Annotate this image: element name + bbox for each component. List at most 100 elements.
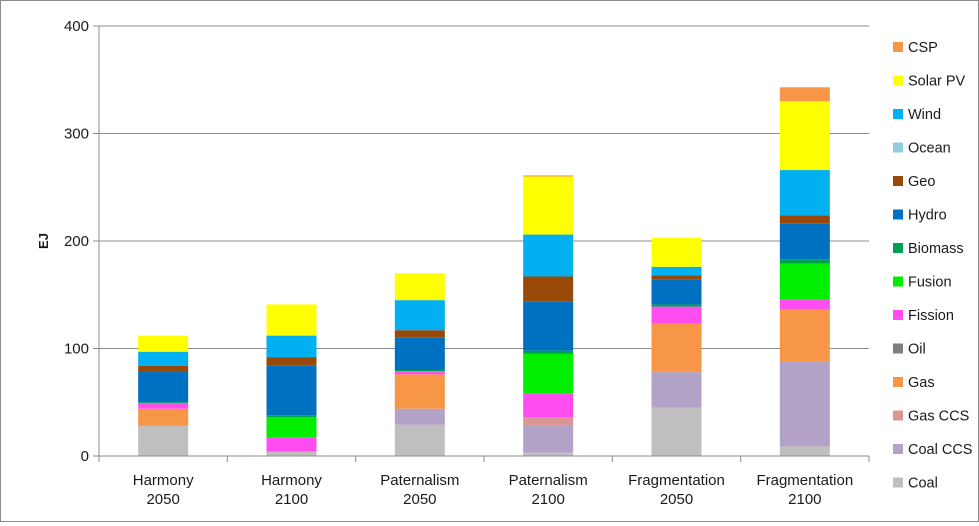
legend-label: Ocean [908,141,951,157]
bar-segment-coal [651,407,702,456]
y-tick-label: 0 [81,448,89,465]
y-tick-label: 300 [64,126,89,143]
bar-segment-coal [523,452,574,456]
bar-segment-biomass [523,350,574,354]
legend-swatch [893,109,903,119]
bar-segment-solar-pv [138,335,189,352]
legend-label: Solar PV [908,74,966,90]
bar-segment-coal [779,446,830,456]
bar-segment-gas [651,323,702,373]
bar-segment-hydro [779,223,830,260]
y-tick-label: 200 [64,233,89,250]
bar-segment-wind [523,234,574,277]
bar-segment-fission [394,371,445,375]
bars [138,87,830,456]
bar-segment-biomass [394,370,445,372]
legend-swatch [893,477,903,488]
bar-segment-coal [138,425,189,456]
x-category-label: Paternalism 2100 [509,472,588,508]
bar-segment-gas [138,408,189,426]
legend-swatch [893,276,903,287]
legend-item: Coal CCS [893,442,972,458]
bar-segment-geo [394,330,445,338]
bar-segment-coal-ccs [394,408,445,425]
legend-label: Coal CCS [908,442,972,458]
bar-segment-hydro [394,337,445,370]
legend-swatch [893,377,903,387]
legend-swatch [893,176,903,186]
gridlines [99,25,869,349]
legend-swatch [893,142,903,153]
legend-swatch [893,243,903,253]
legend-item: Fission [893,308,954,324]
bar-segment-biomass [266,415,317,418]
bar-segment-solar-pv [266,304,317,336]
legend-label: Coal [908,476,938,492]
legend-item: Ocean [893,141,951,157]
bar-segment-gas [779,309,830,362]
legend-swatch [893,209,903,220]
bar-segment-geo [651,275,702,280]
bar-segment-biomass [651,304,702,307]
bar-segment-coal [266,451,317,456]
legend-item: Hydro [893,208,947,224]
legend-label: CSP [908,40,938,56]
legend-item: Oil [893,342,926,358]
legend-swatch [893,42,903,52]
bar-segment-biomass [138,402,189,404]
legend-label: Biomass [908,241,964,257]
bar-segment-fission [523,393,574,418]
bar-segment-fusion [779,263,830,300]
legend-label: Gas [908,375,935,391]
legend-swatch [893,410,903,421]
x-category-label: Fragmentation 2100 [756,472,853,508]
bar-segment-fusion [523,353,574,394]
y-axis: 0 100 200 300 400 [64,18,100,465]
legend: CSP Solar PV Wind Ocean Geo Hydro Biomass Fusio… [893,40,972,492]
legend-item: Wind [893,107,941,123]
x-category-label: Harmony 2050 [133,472,194,508]
bar-segment-fission [138,403,189,409]
bar-segment-coal-ccs [523,425,574,453]
legend-label: Hydro [908,208,947,224]
x-category-label: Harmony 2100 [261,472,322,508]
legend-swatch [893,75,903,86]
legend-label: Gas CCS [908,409,969,425]
bar-segment-fission [266,437,317,452]
bar-segment-fusion [266,417,317,438]
bar-segment-biomass [779,259,830,264]
legend-label: Wind [908,107,941,123]
bar-segment-wind [138,351,189,366]
legend-item: Fusion [893,275,952,291]
bar-segment-geo [266,357,317,366]
legend-label: Geo [908,174,935,190]
legend-item: Gas [893,375,935,391]
bar-segment-coal-ccs [651,372,702,408]
bar-segment-wind [651,266,702,276]
bar-segment-solar-pv [651,237,702,267]
legend-swatch [893,343,903,354]
legend-item: CSP [893,40,938,56]
bar-segment-hydro [138,371,189,403]
bar-segment-hydro [523,301,574,351]
bar-segment-wind [266,335,317,358]
legend-label: Oil [908,342,926,358]
bar-segment-coal-ccs [779,361,830,447]
bar-segment-csp [779,87,830,102]
x-category-label: Fragmentation 2050 [628,472,725,508]
legend-item: Geo [893,174,935,190]
bar-segment-geo [138,365,189,372]
bar-segment-geo [523,276,574,302]
bar-segment-solar-pv [779,101,830,171]
x-axis: Harmony 2050 Harmony 2100 Paternalism 2050 Pat… [98,455,870,508]
y-tick-label: 100 [64,341,89,358]
legend-item: Coal [893,476,938,492]
bar-segment-solar-pv [523,176,574,235]
bar-segment-wind [779,170,830,216]
x-category-label: Paternalism 2050 [380,472,459,508]
bar-segment-fission [779,299,830,310]
legend-swatch [893,444,903,454]
bar-segment-gas [394,374,445,409]
legend-swatch [893,310,903,320]
